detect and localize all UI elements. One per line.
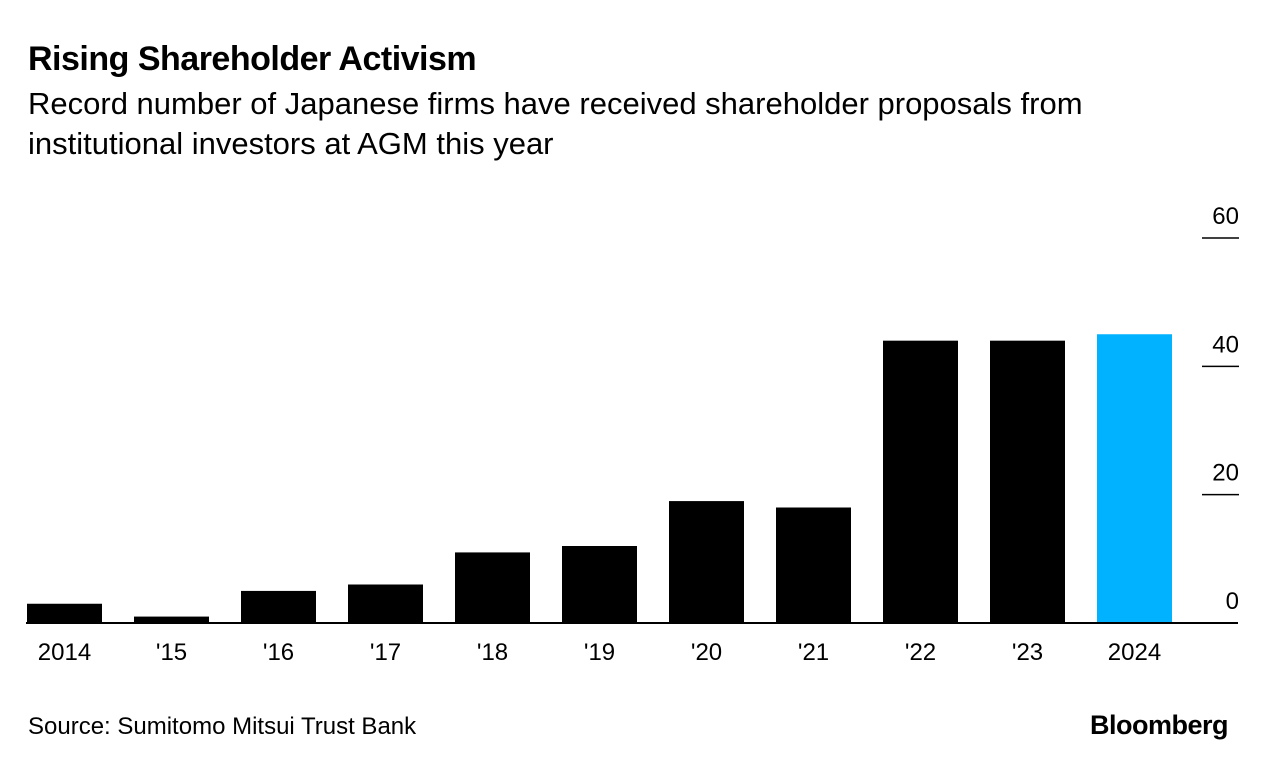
bar [776,507,851,623]
x-tick-label: '18 [477,639,508,666]
y-tick-label: 20 [1212,460,1239,487]
bar [669,501,744,623]
y-tick-label: 0 [1226,588,1239,615]
x-tick-label: 2024 [1108,639,1161,666]
bar [990,340,1065,623]
x-tick-label: '21 [798,639,829,666]
x-tick-label: 2014 [38,639,91,666]
x-tick-label: '15 [156,639,187,666]
bar [455,552,530,623]
source-note: Source: Sumitomo Mitsui Trust Bank [28,713,417,740]
x-tick-label: '16 [263,639,294,666]
y-tick-label: 40 [1212,331,1239,358]
bar [883,340,958,623]
bar [134,616,209,623]
bar [348,584,423,623]
bar [1097,334,1172,623]
bar [27,603,102,623]
x-tick-label: '22 [905,639,936,666]
y-tick-label: 60 [1212,203,1239,230]
bar [241,590,316,623]
x-tick-label: '20 [691,639,722,666]
x-tick-label: '17 [370,639,401,666]
bar [562,546,637,623]
chart-subtitle: Record number of Japanese firms have rec… [28,86,1083,161]
bloomberg-logo: Bloomberg [1089,710,1229,740]
x-tick-label: '19 [584,639,615,666]
x-tick-label: '23 [1012,639,1043,666]
chart-title: Rising Shareholder Activism [28,40,477,78]
